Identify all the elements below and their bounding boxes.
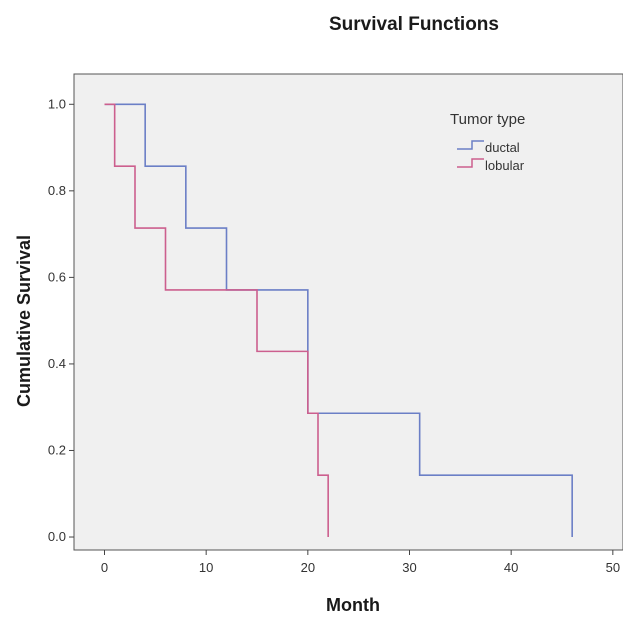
y-tick-label: 0.2: [48, 442, 66, 457]
x-tick-label: 40: [504, 560, 518, 575]
x-axis-title: Month: [326, 595, 380, 615]
legend-swatch-lobular: [457, 158, 484, 168]
y-axis: 0.0 0.2 0.4 0.6 0.8 1.0: [48, 96, 74, 544]
y-tick-label: 1.0: [48, 96, 66, 111]
chart-title: Survival Functions: [329, 14, 499, 35]
series-line-lobular: [104, 103, 329, 538]
x-tick-label: 10: [199, 560, 213, 575]
x-tick-label: 0: [101, 560, 108, 575]
y-tick-label: 0.0: [48, 529, 66, 544]
legend-label-ductal: ductal: [485, 140, 520, 155]
y-tick-label: 0.8: [48, 183, 66, 198]
y-tick-label: 0.4: [48, 356, 66, 371]
x-tick-label: 50: [606, 560, 620, 575]
legend: Tumor type ductal lobular: [450, 111, 525, 173]
legend-label-lobular: lobular: [485, 158, 525, 173]
y-axis-title: Cumulative Survival: [14, 235, 34, 407]
legend-swatch-ductal: [457, 140, 484, 150]
series-layer: [104, 103, 573, 538]
legend-title: Tumor type: [450, 111, 525, 128]
y-tick-label: 0.6: [48, 269, 66, 284]
x-tick-label: 20: [301, 560, 315, 575]
x-tick-label: 30: [402, 560, 416, 575]
plot-area: [73, 73, 623, 551]
x-axis: 0 10 20 30 40 50: [101, 550, 620, 575]
